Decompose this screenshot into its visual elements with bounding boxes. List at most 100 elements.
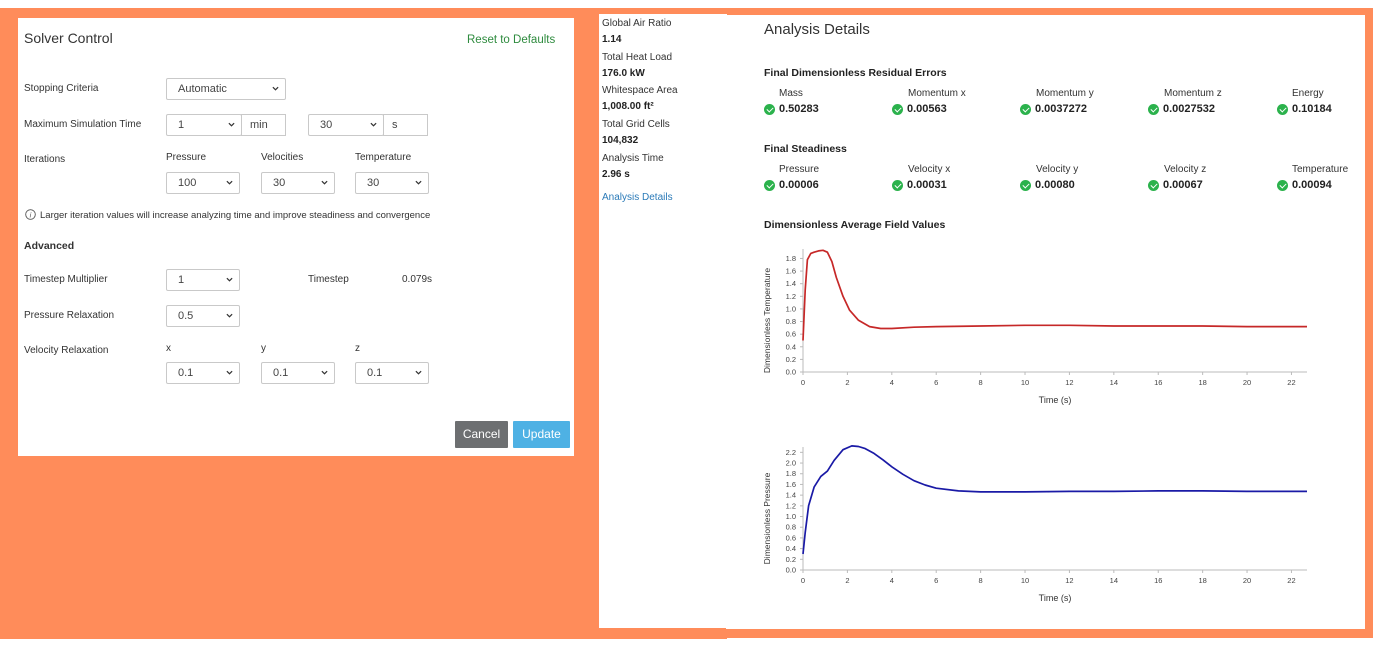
reset-defaults-link[interactable]: Reset to Defaults [467, 34, 556, 46]
velocities-header: Velocities [261, 152, 304, 163]
info-icon: i [25, 209, 36, 220]
y-axis-label: Dimensionless Pressure [762, 472, 772, 564]
steadiness-value: 0.00006 [779, 179, 819, 191]
velocity-relaxation-label: Velocity Relaxation [24, 345, 109, 356]
residual-value: 0.50283 [779, 103, 819, 115]
residual-name: Mass [779, 88, 803, 99]
seconds-value: 30 [320, 119, 333, 131]
velocity-x-select[interactable]: 0.1 [166, 362, 240, 384]
minutes-select[interactable]: 1 [166, 114, 242, 136]
residual-value: 0.0027532 [1163, 103, 1215, 115]
steadiness-value: 0.00067 [1163, 179, 1203, 191]
summary-value: 104,832 [602, 135, 639, 146]
y-tick-label: 0.0 [786, 368, 796, 377]
velocity-y-select[interactable]: 0.1 [261, 362, 335, 384]
analysis-details-link[interactable]: Analysis Details [602, 192, 673, 203]
seconds-select[interactable]: 30 [308, 114, 384, 136]
y-tick-label: 2.0 [786, 459, 796, 468]
residual-name: Momentum z [1164, 88, 1222, 99]
summary-value: 1.14 [602, 34, 622, 45]
velocities-iterations-select[interactable]: 30 [261, 172, 335, 194]
x-tick-label: 8 [979, 576, 983, 585]
y-tick-label: 1.6 [786, 267, 796, 276]
temperature-header: Temperature [355, 152, 412, 163]
residual-errors-heading: Final Dimensionless Residual Errors [764, 67, 947, 79]
steadiness-value: 0.00031 [907, 179, 947, 191]
timestep-value: 0.079s [402, 274, 433, 285]
y-tick-label: 0.2 [786, 355, 796, 364]
cancel-button[interactable]: Cancel [455, 421, 508, 448]
timestep-multiplier-select[interactable]: 1 [166, 269, 240, 291]
y-tick-label: 0.0 [786, 566, 796, 575]
seconds-unit: s [383, 114, 428, 136]
stopping-criteria-select[interactable]: Automatic [166, 78, 286, 100]
solver-control-title: Solver Control [24, 30, 113, 46]
velocity-x-value: 0.1 [178, 367, 194, 379]
y-tick-label: 0.8 [786, 523, 796, 532]
x-tick-label: 16 [1154, 378, 1162, 387]
x-label: x [166, 343, 171, 354]
summary-label: Analysis Time [602, 153, 664, 164]
steadiness-name: Velocity x [908, 164, 951, 175]
velocity-y-value: 0.1 [273, 367, 289, 379]
x-tick-label: 20 [1243, 576, 1251, 585]
y-axis-label: Dimensionless Temperature [762, 268, 772, 373]
chevron-down-icon [228, 122, 235, 127]
y-tick-label: 1.8 [786, 254, 796, 263]
solver-control-panel: Solver Control Reset to Defaults Stoppin… [18, 18, 574, 456]
temperature-iterations-select[interactable]: 30 [355, 172, 429, 194]
max-simulation-time-label: Maximum Simulation Time [24, 119, 142, 130]
iterations-label: Iterations [24, 154, 66, 165]
final-steadiness-heading: Final Steadiness [764, 143, 847, 155]
x-tick-label: 8 [979, 378, 983, 387]
summary-label: Total Grid Cells [602, 119, 670, 130]
chevron-down-icon [321, 180, 328, 185]
check-circle-icon [1148, 180, 1159, 191]
velocities-iterations-value: 30 [273, 177, 286, 189]
y-tick-label: 0.4 [786, 544, 796, 553]
pressure-relaxation-select[interactable]: 0.5 [166, 305, 240, 327]
chevron-down-icon [226, 313, 233, 318]
residual-value: 0.10184 [1292, 103, 1332, 115]
chevron-down-icon [370, 122, 377, 127]
check-circle-icon [892, 180, 903, 191]
summary-label: Global Air Ratio [602, 18, 672, 29]
residual-name: Momentum x [908, 88, 966, 99]
summary-value: 1,008.00 ft² [602, 101, 654, 112]
residual-value: 0.00563 [907, 103, 947, 115]
x-tick-label: 10 [1021, 378, 1029, 387]
stopping-criteria-label: Stopping Criteria [24, 83, 99, 94]
x-tick-label: 20 [1243, 378, 1251, 387]
velocity-z-select[interactable]: 0.1 [355, 362, 429, 384]
check-circle-icon [1020, 104, 1031, 115]
y-tick-label: 0.2 [786, 555, 796, 564]
check-circle-icon [1020, 180, 1031, 191]
pressure-relaxation-label: Pressure Relaxation [24, 310, 115, 321]
chevron-down-icon [226, 180, 233, 185]
x-tick-label: 10 [1021, 576, 1029, 585]
x-tick-label: 14 [1110, 378, 1118, 387]
x-tick-label: 0 [801, 378, 805, 387]
x-tick-label: 12 [1065, 378, 1073, 387]
residual-name: Momentum y [1036, 88, 1094, 99]
x-tick-label: 6 [934, 378, 938, 387]
check-circle-icon [764, 180, 775, 191]
update-button[interactable]: Update [513, 421, 570, 448]
chevron-down-icon [226, 370, 233, 375]
y-tick-label: 1.8 [786, 469, 796, 478]
analysis-details-panel: Analysis Details Final Dimensionless Res… [726, 15, 1365, 629]
check-circle-icon [1148, 104, 1159, 115]
series-line [802, 445, 1307, 555]
y-tick-label: 0.4 [786, 342, 796, 351]
x-tick-label: 22 [1287, 576, 1295, 585]
timestep-label: Timestep [308, 274, 349, 285]
steadiness-value: 0.00094 [1292, 179, 1332, 191]
iterations-info-text: Larger iteration values will increase an… [40, 210, 431, 221]
velocity-z-value: 0.1 [367, 367, 383, 379]
pressure-iterations-select[interactable]: 100 [166, 172, 240, 194]
chevron-down-icon [272, 86, 279, 91]
y-tick-label: 1.6 [786, 480, 796, 489]
minutes-unit: min [241, 114, 286, 136]
x-tick-label: 2 [845, 576, 849, 585]
steadiness-name: Pressure [779, 164, 820, 175]
